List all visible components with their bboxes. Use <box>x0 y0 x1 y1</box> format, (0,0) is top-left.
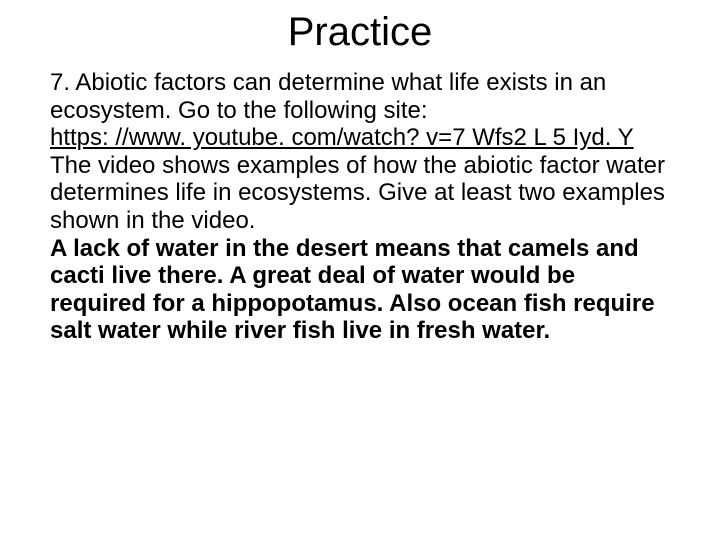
question-number: 7. <box>50 69 75 96</box>
question-text-1: Abiotic factors can determine what life … <box>50 69 606 124</box>
video-link[interactable]: https: //www. youtube. com/watch? v=7 Wf… <box>50 124 634 151</box>
slide-container: Practice 7. Abiotic factors can determin… <box>0 0 720 540</box>
slide-body: 7. Abiotic factors can determine what li… <box>50 69 670 345</box>
question-text-2: The video shows examples of how the abio… <box>50 152 665 234</box>
slide-title: Practice <box>190 10 530 55</box>
answer-text: A lack of water in the desert means that… <box>50 235 655 345</box>
